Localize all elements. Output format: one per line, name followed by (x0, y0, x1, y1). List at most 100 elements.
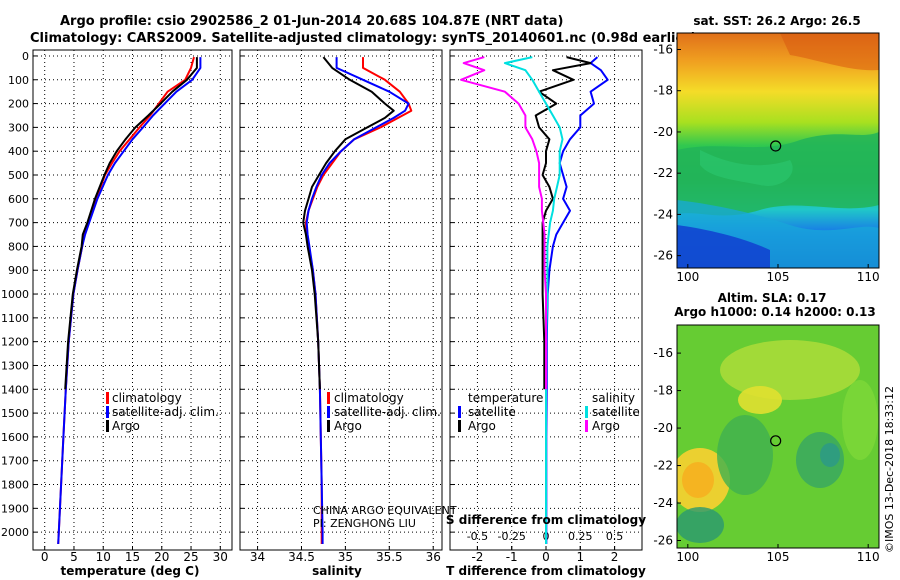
x-tick-label: 1 (576, 550, 584, 564)
x-tick-label: 25 (183, 550, 198, 564)
lat-tick-label: -22 (653, 166, 673, 180)
x-tick-label: 34.5 (288, 550, 315, 564)
depth-tick-label: 1200 (1, 336, 29, 349)
lat-tick-label: -16 (653, 346, 673, 360)
series-line-satellite-adj-clim- (57, 57, 202, 545)
depth-tick-label: 1900 (1, 502, 29, 515)
depth-tick-label: 300 (8, 121, 29, 134)
legend-label-climatology: climatology (112, 391, 182, 405)
pi-annotation: PI: ZENGHONG LIU (313, 517, 416, 530)
lat-tick-label: -24 (653, 496, 673, 510)
depth-tick-label: 700 (8, 217, 29, 230)
legend-swatch-argo (327, 420, 330, 432)
legend-swatch-s-argo (585, 420, 588, 432)
depth-tick-label: 100 (8, 74, 29, 87)
x-tick-label: 5 (70, 550, 78, 564)
x-tick-label: 34 (250, 550, 265, 564)
legend-swatch-s-satellite (585, 406, 588, 418)
difference-legend: temperature satellite Argo salinity sate… (458, 391, 640, 433)
legend-title-salinity: salinity (592, 391, 635, 405)
legend-label-s-argo: Argo (592, 419, 620, 433)
legend-label-t-argo: Argo (468, 419, 496, 433)
legend-swatch-climatology (106, 392, 109, 404)
x-tick-label: -0.5 (467, 530, 488, 543)
depth-tick-label: 1500 (1, 407, 29, 420)
s-difference-axis-label: S difference from climatology (446, 513, 646, 527)
x-tick-label: -2 (471, 550, 483, 564)
legend-swatch-satellite (327, 406, 330, 418)
depth-tick-label: 2000 (1, 526, 29, 539)
lat-tick-label: -18 (653, 84, 673, 98)
depth-tick-label: 1600 (1, 431, 29, 444)
lon-tick-label: 100 (676, 550, 699, 564)
depth-tick-label: 1800 (1, 479, 29, 492)
series-lines (57, 56, 609, 545)
x-tick-label: 0.25 (568, 530, 593, 543)
lon-tick-label: 105 (767, 550, 790, 564)
legend-label-t-satellite: satellite (468, 405, 516, 419)
depth-tick-label: 1000 (1, 288, 29, 301)
legend-label-argo: Argo (334, 419, 362, 433)
depth-tick-label: 200 (8, 98, 29, 111)
figure-title-line1: Argo profile: csio 2902586_2 01-Jun-2014… (60, 14, 563, 29)
depth-tick-label: 1700 (1, 455, 29, 468)
legend-swatch-t-argo (458, 420, 461, 432)
lat-tick-label: -26 (653, 534, 673, 548)
x-tick-label: 2 (611, 550, 619, 564)
figure-title-line2: Climatology: CARS2009. Satellite-adjuste… (30, 31, 697, 46)
x-tick-label: 0.5 (606, 530, 624, 543)
x-tick-label: 15 (125, 550, 140, 564)
depth-tick-label: 1400 (1, 383, 29, 396)
lat-tick-label: -16 (653, 42, 673, 56)
legend-label-satellite: satellite-adj. clim. (112, 405, 219, 419)
depth-tick-label: 0 (22, 50, 29, 63)
lon-tick-label: 110 (857, 550, 880, 564)
temperature-legend: climatology satellite-adj. clim. Argo (106, 391, 219, 433)
series-line-temperature-argo (534, 56, 592, 390)
lat-tick-label: -18 (653, 384, 673, 398)
grid-lines (33, 50, 642, 550)
axis-ticks: 0100200300400500600700800900100011001200… (1, 50, 623, 564)
float-location-marker (770, 140, 782, 152)
x-tick-label: 0 (542, 550, 550, 564)
lat-tick-label: -20 (653, 125, 673, 139)
imos-credit: ©IMOS 13-Dec-2018 18:33:12 (883, 386, 896, 553)
lon-tick-label: 100 (676, 270, 699, 284)
lat-tick-label: -24 (653, 207, 673, 221)
lon-tick-label: 105 (767, 270, 790, 284)
data-centre-annotation: CHINA ARGO EQUIVALENT (313, 504, 457, 517)
x-tick-label: 35.5 (376, 550, 403, 564)
salinity-axis-label: salinity (312, 564, 362, 578)
sla-map-title: Altim. SLA: 0.17 (718, 291, 827, 305)
series-line-temperature-satellite (545, 56, 609, 544)
legend-label-climatology: climatology (334, 391, 404, 405)
legend-swatch-satellite (106, 406, 109, 418)
salinity-panel (239, 49, 443, 551)
series-line-salinity-argo (460, 56, 547, 390)
x-tick-label: 36 (426, 550, 441, 564)
lat-tick-label: -26 (653, 249, 673, 263)
salinity-legend: climatology satellite-adj. clim. Argo (327, 391, 441, 433)
sst-map-title: sat. SST: 26.2 Argo: 26.5 (693, 14, 860, 28)
depth-tick-label: 800 (8, 240, 29, 253)
float-location-marker (770, 435, 782, 447)
depth-tick-label: 1100 (1, 312, 29, 325)
x-tick-label: -1 (506, 550, 518, 564)
depth-tick-label: 1300 (1, 359, 29, 372)
legend-swatch-climatology (327, 392, 330, 404)
legend-swatch-argo (106, 420, 109, 432)
series-line-argo (64, 57, 198, 390)
legend-title-temperature: temperature (468, 391, 543, 405)
x-tick-label: 10 (96, 550, 111, 564)
legend-swatch-t-satellite (458, 406, 461, 418)
lon-tick-label: 110 (857, 270, 880, 284)
lat-tick-label: -20 (653, 421, 673, 435)
series-line-argo (302, 56, 395, 390)
legend-label-s-satellite: satellite (592, 405, 640, 419)
legend-label-satellite: satellite-adj. clim. (334, 405, 441, 419)
series-line-salinity-satellite (503, 56, 564, 544)
series-line-climatology (57, 56, 195, 545)
